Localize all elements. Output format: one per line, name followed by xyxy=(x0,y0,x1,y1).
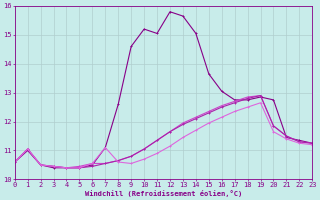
X-axis label: Windchill (Refroidissement éolien,°C): Windchill (Refroidissement éolien,°C) xyxy=(85,190,242,197)
